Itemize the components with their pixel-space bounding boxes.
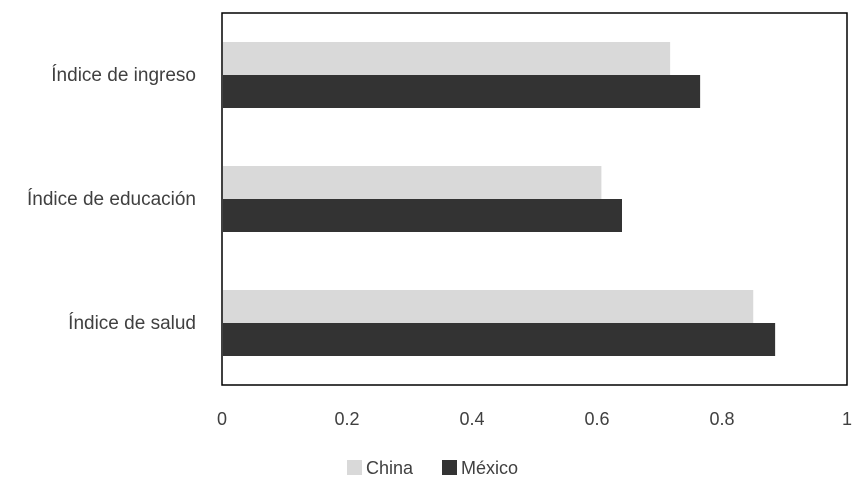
legend: China México bbox=[347, 458, 518, 478]
x-tick-label: 0.6 bbox=[584, 409, 609, 429]
bar-m-xico-2 bbox=[223, 323, 776, 356]
category-label: Índice de salud bbox=[68, 313, 196, 334]
legend-swatch-china bbox=[347, 460, 362, 475]
bar-china-0 bbox=[223, 42, 671, 75]
bar-m-xico-0 bbox=[223, 75, 701, 108]
x-tick-label: 0.4 bbox=[459, 409, 484, 429]
legend-label: China bbox=[366, 458, 414, 478]
x-tick-label: 0.2 bbox=[334, 409, 359, 429]
bar-m-xico-1 bbox=[223, 199, 622, 232]
bars-group bbox=[223, 42, 776, 356]
category-label: Índice de ingreso bbox=[51, 65, 196, 86]
x-tick-label: 1 bbox=[842, 409, 852, 429]
category-labels-group: Índice de ingreso Índice de educación Índi… bbox=[27, 65, 196, 334]
x-tick-labels-group: 0 0.2 0.4 0.6 0.8 1 bbox=[217, 409, 852, 429]
legend-label: México bbox=[461, 458, 518, 478]
x-tick-label: 0.8 bbox=[709, 409, 734, 429]
bar-china-1 bbox=[223, 166, 602, 199]
x-tick-label: 0 bbox=[217, 409, 227, 429]
category-label: Índice de educación bbox=[27, 189, 196, 210]
legend-swatch-m-xico bbox=[442, 460, 457, 475]
bar-china-2 bbox=[223, 290, 754, 323]
